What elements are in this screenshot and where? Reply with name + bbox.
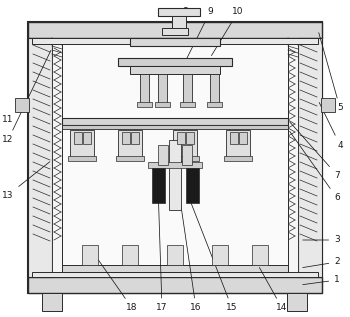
Text: 17: 17 bbox=[156, 188, 168, 313]
Bar bbox=[186, 132, 194, 144]
Bar bbox=[15, 98, 29, 112]
Bar bbox=[207, 102, 222, 107]
Text: 4: 4 bbox=[319, 102, 343, 150]
Bar bbox=[224, 156, 252, 161]
Bar bbox=[158, 8, 200, 16]
Bar bbox=[180, 102, 195, 107]
Bar bbox=[252, 245, 268, 265]
Bar bbox=[68, 156, 96, 161]
Bar bbox=[130, 66, 220, 74]
Bar bbox=[230, 132, 238, 144]
Bar bbox=[28, 22, 322, 38]
Bar bbox=[162, 28, 188, 35]
Bar bbox=[148, 162, 202, 168]
Bar bbox=[116, 156, 144, 161]
Bar bbox=[183, 74, 192, 104]
Bar bbox=[298, 38, 322, 277]
Text: 2: 2 bbox=[303, 257, 340, 268]
Bar bbox=[130, 38, 220, 46]
Bar bbox=[52, 38, 62, 277]
Bar bbox=[182, 145, 192, 165]
Bar bbox=[83, 132, 91, 144]
Bar bbox=[82, 245, 98, 265]
Bar bbox=[171, 156, 199, 161]
Bar bbox=[321, 98, 335, 112]
Bar bbox=[62, 125, 288, 129]
Bar bbox=[62, 118, 288, 125]
Bar bbox=[177, 132, 185, 144]
Bar bbox=[62, 38, 288, 272]
Text: 18: 18 bbox=[92, 250, 138, 313]
Text: 1: 1 bbox=[303, 275, 340, 285]
Bar bbox=[172, 16, 186, 28]
Bar bbox=[226, 130, 250, 158]
Text: 6: 6 bbox=[289, 131, 340, 203]
Bar bbox=[32, 272, 318, 277]
Text: 5: 5 bbox=[319, 33, 343, 113]
Bar bbox=[28, 22, 322, 293]
Bar bbox=[32, 38, 318, 44]
Text: 16: 16 bbox=[175, 168, 202, 313]
Bar bbox=[70, 130, 94, 158]
Text: 14: 14 bbox=[259, 268, 288, 313]
Bar bbox=[28, 38, 52, 277]
Bar bbox=[210, 74, 219, 104]
Bar bbox=[137, 102, 152, 107]
Bar bbox=[74, 132, 82, 144]
Bar bbox=[122, 132, 130, 144]
Bar bbox=[62, 265, 288, 272]
Bar bbox=[158, 145, 168, 165]
Text: 15: 15 bbox=[187, 193, 238, 313]
Bar bbox=[155, 102, 170, 107]
Text: 9: 9 bbox=[184, 8, 213, 63]
Bar bbox=[152, 168, 165, 203]
Bar bbox=[239, 132, 247, 144]
Bar bbox=[140, 74, 149, 104]
Text: 8: 8 bbox=[174, 8, 188, 26]
Bar bbox=[42, 293, 62, 311]
Bar bbox=[186, 168, 199, 203]
Bar bbox=[131, 132, 139, 144]
Bar bbox=[122, 245, 138, 265]
Bar bbox=[28, 277, 322, 293]
Bar bbox=[118, 58, 232, 66]
Text: 10: 10 bbox=[211, 8, 244, 55]
Bar bbox=[212, 245, 228, 265]
Text: 7: 7 bbox=[290, 122, 340, 179]
Bar bbox=[158, 74, 167, 104]
Bar bbox=[173, 130, 197, 158]
Bar bbox=[118, 130, 142, 158]
Bar bbox=[167, 245, 183, 265]
Text: 12: 12 bbox=[2, 50, 51, 145]
Text: 3: 3 bbox=[303, 236, 340, 244]
Bar bbox=[287, 293, 307, 311]
Bar bbox=[288, 38, 298, 277]
Bar bbox=[169, 140, 181, 210]
Text: 11: 11 bbox=[2, 104, 26, 125]
Text: 13: 13 bbox=[2, 162, 50, 199]
